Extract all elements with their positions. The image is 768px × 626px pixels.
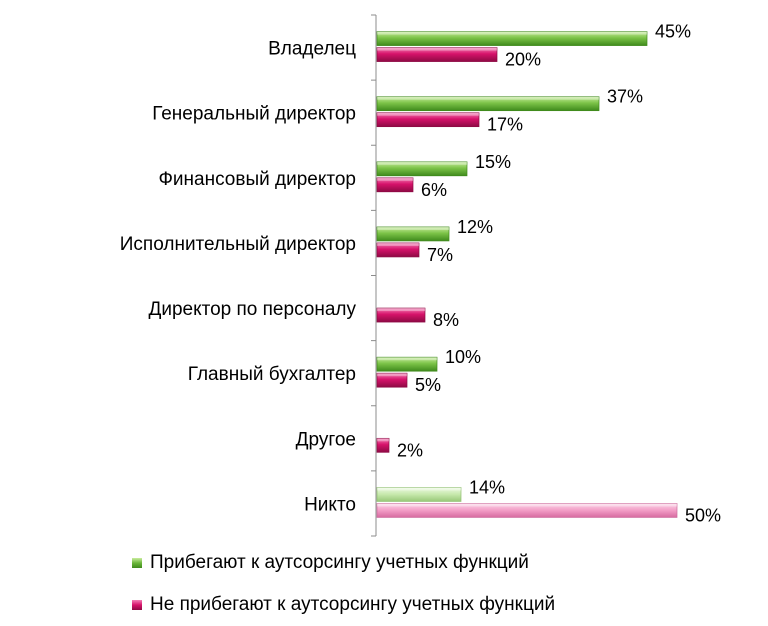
legend-item-outsourcing: Прибегают к аутсорсингу учетных функций bbox=[132, 549, 752, 579]
bar-bevel bbox=[377, 487, 461, 491]
bar-no-outsourcing bbox=[376, 177, 414, 193]
bar-outsourcing bbox=[376, 161, 468, 177]
category-label: Финансовый директор bbox=[158, 169, 356, 190]
bar-bevel bbox=[377, 373, 407, 377]
bar-no-outsourcing bbox=[376, 112, 480, 128]
bar-bevel bbox=[377, 503, 677, 507]
bar-outsourcing bbox=[376, 226, 450, 242]
bar-bevel bbox=[377, 96, 599, 100]
bar-bevel bbox=[377, 226, 449, 230]
data-label: 8% bbox=[433, 310, 459, 330]
data-label: 6% bbox=[421, 180, 447, 200]
data-label: 37% bbox=[607, 87, 643, 107]
bar-outsourcing bbox=[376, 96, 600, 112]
bar-no-outsourcing bbox=[376, 47, 498, 62]
bar-bevel bbox=[377, 47, 497, 51]
legend-swatch-pink bbox=[132, 600, 142, 610]
data-label: 15% bbox=[475, 152, 511, 172]
category-label: Главный бухгалтер bbox=[188, 364, 356, 385]
data-label: 20% bbox=[505, 50, 541, 70]
bar-bevel bbox=[377, 438, 389, 442]
bar-bevel bbox=[377, 308, 425, 312]
bar-no-outsourcing bbox=[376, 372, 408, 388]
category-label: Никто bbox=[304, 494, 356, 515]
category-label: Владелец bbox=[268, 39, 356, 60]
category-label: Генеральный директор bbox=[152, 104, 356, 125]
bar-bevel bbox=[377, 161, 467, 165]
bar-no-outsourcing bbox=[376, 307, 426, 323]
data-label: 17% bbox=[487, 115, 523, 135]
bar-bevel bbox=[377, 357, 437, 361]
data-label: 14% bbox=[469, 477, 505, 497]
legend-label-no-outsourcing: Не прибегают к аутсорсингу учетных функц… bbox=[150, 594, 556, 615]
category-label: Исполнительный директор bbox=[120, 234, 356, 255]
bar-bevel bbox=[377, 31, 647, 35]
bar-outsourcing bbox=[376, 487, 462, 502]
bar-chart: Владелец 45% 20% Генеральный директор 37% 17%… bbox=[120, 14, 721, 537]
data-label: 50% bbox=[685, 505, 721, 525]
category-label: Директор по персоналу bbox=[148, 299, 356, 320]
bar-bevel bbox=[377, 112, 479, 116]
legend-item-no-outsourcing: Не прибегают к аутсорсингу учетных функц… bbox=[132, 591, 752, 621]
legend-label-outsourcing: Прибегают к аутсорсингу учетных функций bbox=[150, 552, 529, 573]
bar-no-outsourcing bbox=[376, 242, 420, 258]
data-label: 10% bbox=[445, 347, 481, 367]
data-label: 5% bbox=[415, 375, 441, 395]
bar-bevel bbox=[377, 242, 419, 246]
data-label: 45% bbox=[655, 22, 691, 42]
data-label: 2% bbox=[397, 440, 423, 460]
data-label: 12% bbox=[457, 217, 493, 237]
bar-outsourcing bbox=[376, 31, 648, 46]
data-label: 7% bbox=[427, 245, 453, 265]
legend-swatch-green bbox=[132, 558, 142, 568]
bar-outsourcing bbox=[376, 356, 438, 372]
category-label: Другое bbox=[296, 429, 356, 450]
bar-no-outsourcing bbox=[376, 437, 390, 453]
bar-bevel bbox=[377, 177, 413, 181]
bar-no-outsourcing bbox=[376, 503, 678, 518]
